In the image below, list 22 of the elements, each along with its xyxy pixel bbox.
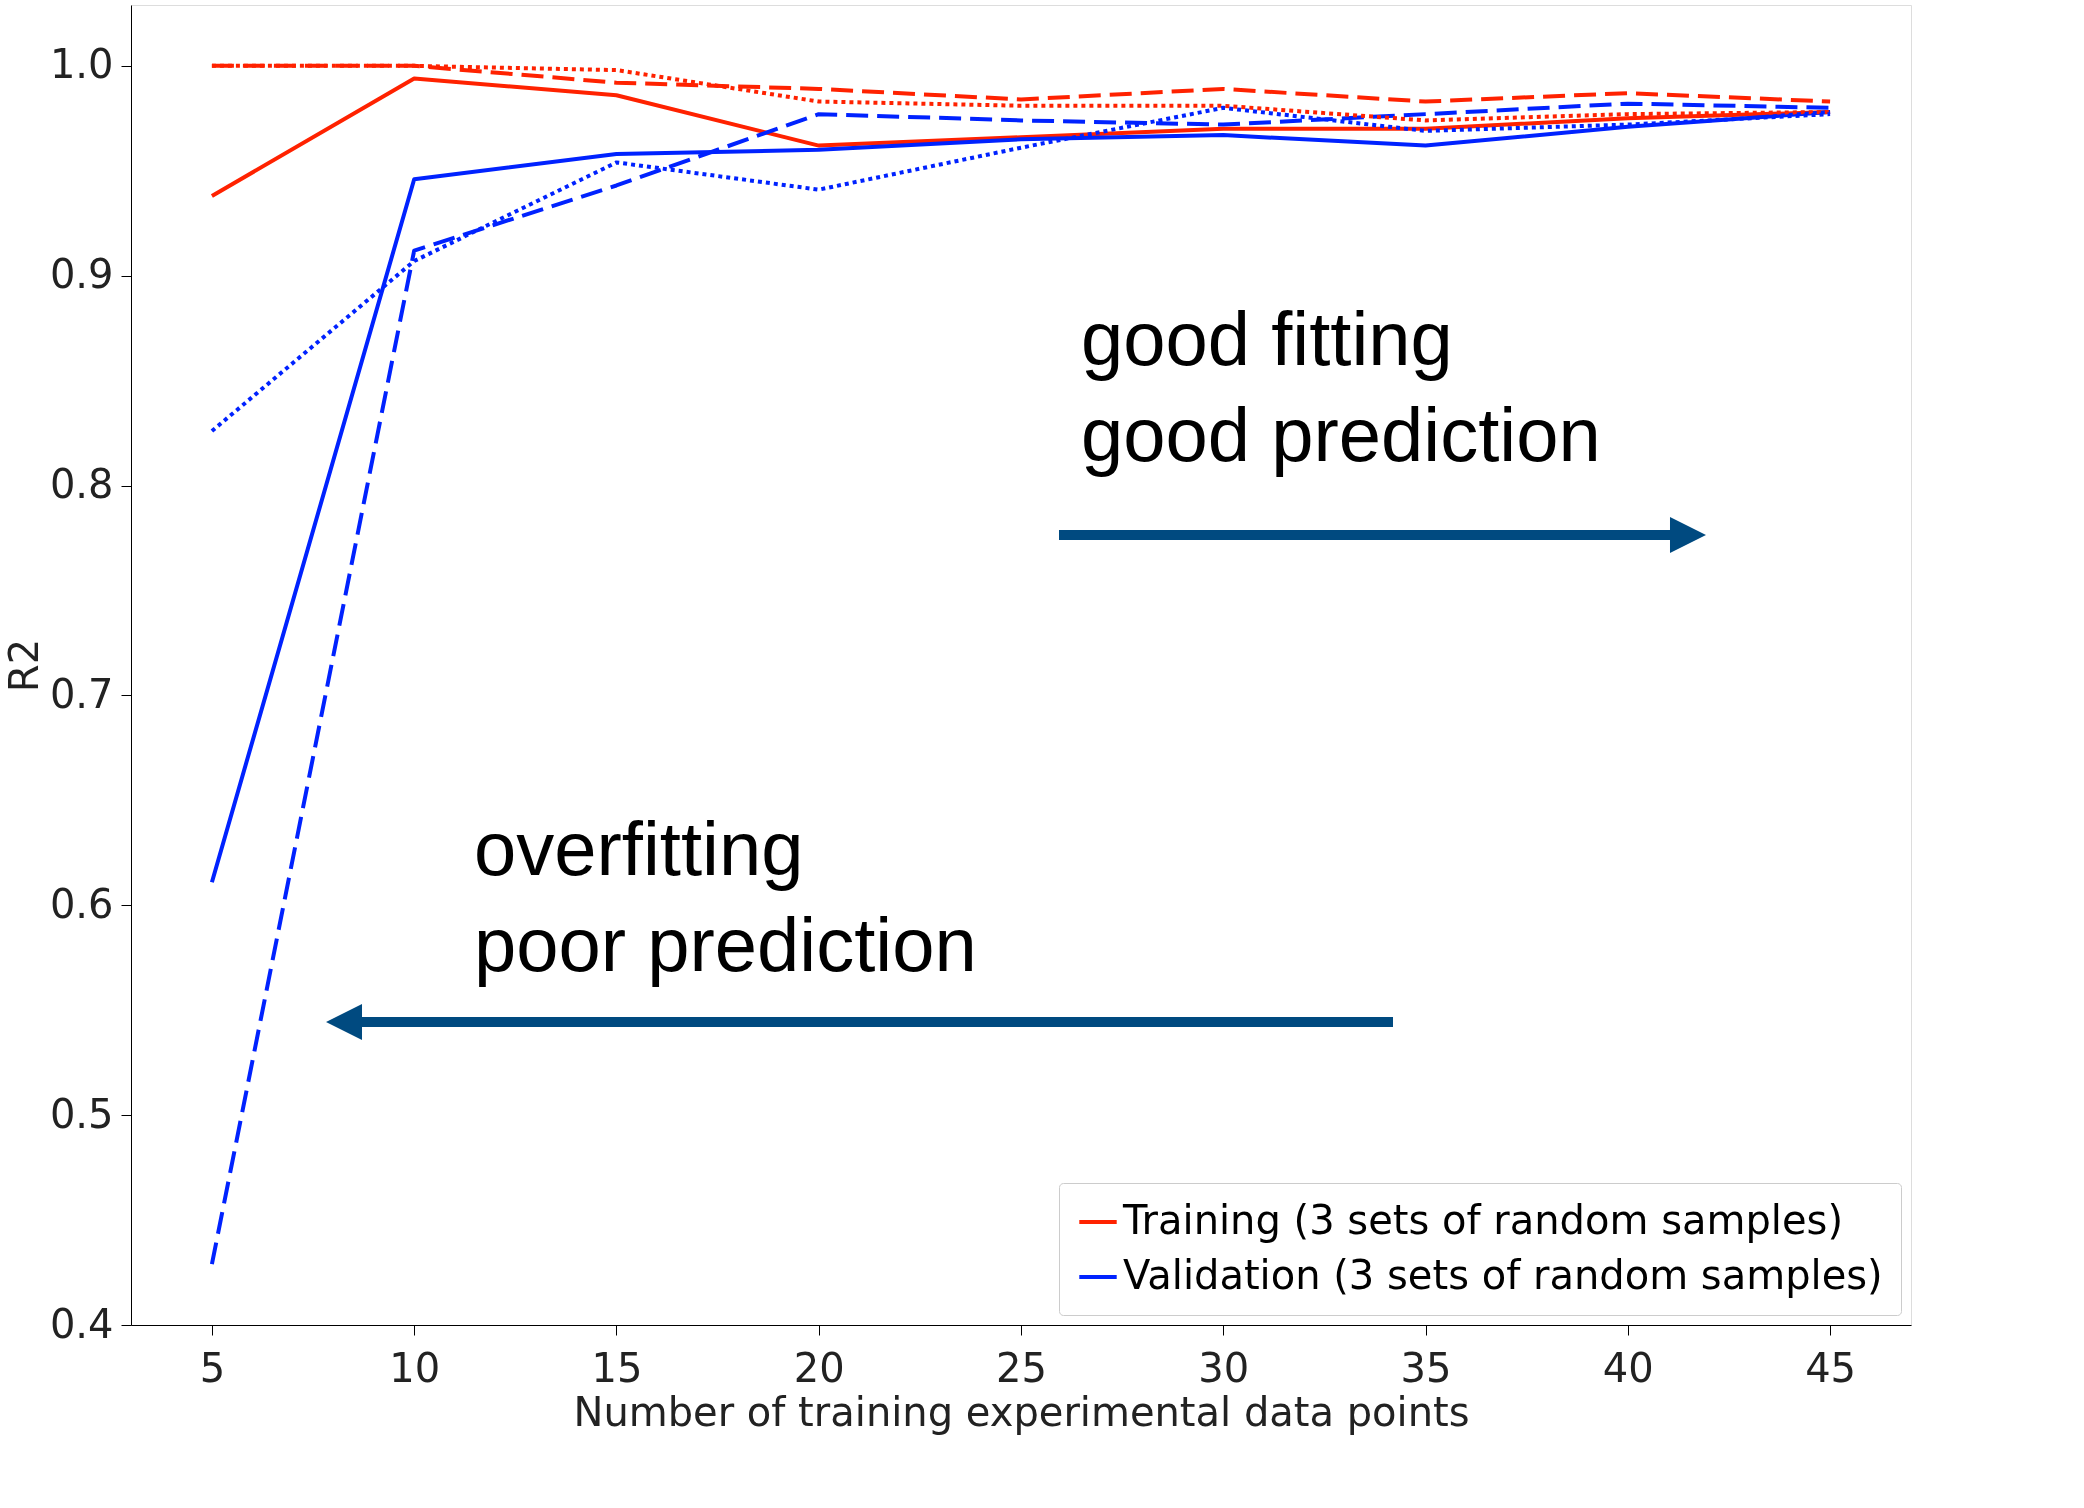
y-axis-title: R2: [0, 638, 47, 693]
x-axis-title: Number of training experimental data points: [573, 1388, 1470, 1435]
y-tick-label: 0.9: [49, 251, 114, 298]
x-tick-label: 10: [389, 1344, 441, 1391]
y-tick-label: 0.7: [49, 670, 114, 717]
x-tick-label: 20: [793, 1344, 845, 1391]
x-tick-label: 30: [1198, 1344, 1250, 1391]
annotation: overfitting poor prediction: [474, 806, 977, 987]
x-tick-label: 40: [1602, 1344, 1654, 1391]
y-tick-label: 0.5: [49, 1090, 114, 1137]
y-tick-label: 1.0: [49, 41, 114, 88]
annotation: good fitting good prediction: [1081, 296, 1601, 477]
x-tick-label: 25: [996, 1344, 1047, 1391]
x-tick-label: 15: [591, 1344, 643, 1391]
legend-label: Validation (3 sets of random samples): [1123, 1252, 1883, 1298]
y-tick-label: 0.8: [49, 461, 114, 508]
y-tick-label: 0.4: [49, 1300, 114, 1347]
legend-label: Training (3 sets of random samples): [1122, 1197, 1843, 1243]
x-tick-label: 45: [1805, 1344, 1857, 1391]
y-tick-label: 0.6: [49, 880, 114, 927]
x-tick-label: 35: [1400, 1344, 1452, 1391]
x-tick-label: 5: [199, 1344, 226, 1391]
